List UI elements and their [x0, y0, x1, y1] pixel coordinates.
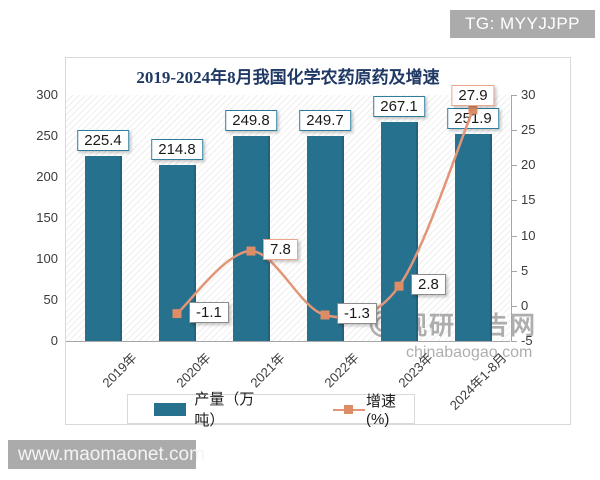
- right-axis-tickmark: [511, 165, 517, 167]
- bar-value-label: 225.4: [77, 130, 129, 152]
- right-axis-tickmark: [511, 130, 517, 132]
- left-axis-tick: 100: [36, 251, 58, 266]
- right-axis-tickmark: [511, 235, 517, 237]
- line-value-label: -1.3: [337, 302, 377, 324]
- bar: [454, 134, 492, 341]
- chart-title: 2019-2024年8月我国化学农药原药及增速: [136, 68, 440, 87]
- right-axis-tickmark: [511, 305, 517, 307]
- legend-bar-label: 产量（万吨）: [194, 391, 255, 429]
- legend-line-marker: [344, 404, 354, 414]
- left-axis-tick: 150: [36, 210, 58, 225]
- right-axis-tickmark: [511, 341, 517, 342]
- left-axis-tick: 0: [50, 333, 58, 348]
- plot-area: [66, 95, 510, 341]
- right-axis-tick: 10: [521, 227, 536, 243]
- right-axis-tick: 25: [521, 122, 536, 138]
- line-value-label: 7.8: [263, 239, 298, 261]
- right-axis-tick: 15: [521, 192, 536, 208]
- legend-line-label: 增速(%): [366, 393, 397, 428]
- bar-value-label: 249.7: [299, 110, 351, 132]
- legend: 产量（万吨） 增速(%): [127, 391, 415, 429]
- bar-value-label: 251.9: [447, 108, 499, 130]
- right-axis-line: [511, 95, 512, 341]
- telegram-watermark-badge: TG: MYYJJPP: [450, 10, 595, 38]
- right-axis-tick: 20: [521, 157, 536, 173]
- bar-value-label: 267.1: [373, 95, 425, 117]
- right-axis-tickmark: [511, 200, 517, 202]
- bar-value-label: 249.8: [225, 110, 277, 132]
- right-axis-tick: 0: [521, 297, 529, 313]
- legend-bar-swatch-icon: [154, 402, 187, 416]
- legend-line-swatch-icon: [333, 404, 366, 414]
- bar-value-label: 214.8: [151, 138, 203, 160]
- left-axis-tick: 250: [36, 128, 58, 143]
- bar: [380, 121, 418, 341]
- right-axis-tickmark: [511, 270, 517, 272]
- right-axis-tick: 5: [521, 262, 529, 278]
- right-axis-tickmark: [511, 95, 517, 96]
- maomaonet-watermark-badge: www.maomaonet.com: [8, 440, 205, 469]
- line-value-label: -1.1: [189, 301, 229, 323]
- left-axis-tick: 200: [36, 169, 58, 184]
- line-value-label: 2.8: [411, 274, 446, 296]
- line-value-label: 27.9: [451, 84, 495, 106]
- right-axis-tick: 30: [521, 87, 536, 102]
- right-axis-tick: -5: [521, 333, 533, 348]
- bar: [84, 156, 122, 341]
- left-axis-tick: 300: [36, 87, 58, 102]
- x-axis-line: [66, 341, 510, 342]
- left-axis-tick: 50: [43, 292, 58, 307]
